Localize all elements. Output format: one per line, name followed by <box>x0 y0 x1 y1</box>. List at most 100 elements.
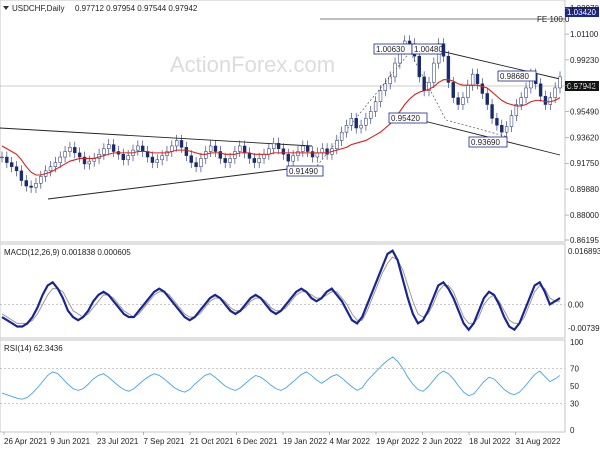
price-candle-body <box>509 115 514 127</box>
label-box-high-2 <box>411 43 443 55</box>
date-tick-label: 4 Mar 2022 <box>330 437 371 446</box>
price-candle-body <box>383 83 388 91</box>
price-candle-body <box>524 87 528 98</box>
watermark: ActionForex.com <box>170 52 335 77</box>
price-candle-body <box>150 156 155 163</box>
price-candle-body <box>315 152 320 158</box>
price-candle-body <box>262 154 266 159</box>
label-recent-high: 0.98680 <box>500 72 529 81</box>
triangle-upper-line <box>0 127 313 147</box>
price-box-upper-level-text: 1.03420 <box>567 8 596 17</box>
label-mid-low: 0.95420 <box>391 114 420 123</box>
price-candle-body <box>121 154 125 161</box>
price-candle-body <box>480 83 485 94</box>
label-box-channel-low <box>468 136 508 148</box>
date-tick-label: 2 Jun 2022 <box>423 437 463 446</box>
price-candle-body <box>208 145 213 152</box>
rsi-tick-label: 70 <box>570 364 579 373</box>
rsi-title: RSI(14) 62.3436 <box>4 344 63 353</box>
ohlc-readout: 0.97712 0.97954 0.97544 0.97942 <box>75 4 198 13</box>
price-candle-body <box>339 131 344 141</box>
channel-upper-line <box>431 48 561 80</box>
price-tick-label: 0.99230 <box>570 56 599 65</box>
rsi-series-layer <box>0 356 565 404</box>
price-box-last-text: 0.97942 <box>567 82 596 91</box>
price-candle-body <box>495 118 499 126</box>
label-channel-low: 0.93690 <box>471 138 500 147</box>
price-candle-body <box>504 126 509 133</box>
price-candle-body <box>111 144 116 152</box>
price-candle-body <box>73 147 77 154</box>
rsi-tick-label: 100 <box>570 338 584 347</box>
symbol-label: USDCHF,Daily <box>12 4 64 13</box>
price-candle-body <box>470 73 475 86</box>
moving-average-line <box>1 79 561 176</box>
price-candle-body <box>34 183 38 188</box>
price-candle-body <box>276 142 281 149</box>
price-candle-body <box>14 166 19 172</box>
price-candle-body <box>213 145 218 152</box>
price-candle-body <box>344 124 349 133</box>
price-candle-body <box>310 151 315 158</box>
price-candle-body <box>141 145 145 152</box>
price-candle-body <box>359 124 363 129</box>
price-candle-body <box>82 156 87 165</box>
date-tick-label: 26 Apr 2021 <box>4 437 48 446</box>
price-tick-label: 1.01100 <box>570 30 599 39</box>
date-tick-label: 7 Sep 2021 <box>144 437 185 446</box>
macd-line <box>1 249 561 332</box>
label-box-recent-high <box>497 70 537 82</box>
rsi-line <box>1 356 561 400</box>
price-candle-body <box>407 40 412 44</box>
macd-panel <box>0 243 566 339</box>
price-candle-body <box>373 101 378 112</box>
price-candle-body <box>427 82 431 91</box>
price-candle-body <box>257 158 261 163</box>
label-high-2: 1.00480 <box>414 45 443 54</box>
price-candle-body <box>281 148 286 155</box>
macd-tick-label: 0.016893 <box>568 247 600 256</box>
price-candle-body <box>58 156 62 163</box>
price-candle-body <box>446 55 451 83</box>
date-tick-label: 19 Apr 2022 <box>376 437 420 446</box>
date-tick-label: 31 Aug 2022 <box>516 437 561 446</box>
price-candle-body <box>53 162 58 167</box>
price-candle-body <box>388 76 392 85</box>
price-candle-body <box>291 155 295 162</box>
collapse-arrow-icon[interactable] <box>3 6 9 10</box>
price-candle-body <box>490 104 494 119</box>
rsi-tick-label: 0 <box>570 426 575 435</box>
date-tick-label: 21 Oct 2021 <box>190 437 234 446</box>
price-candle-body <box>393 62 397 78</box>
date-tick-label: 23 Jul 2021 <box>97 437 139 446</box>
date-tick-label: 19 Jan 2022 <box>283 437 328 446</box>
price-candle-body <box>242 145 247 154</box>
price-candle-body <box>378 90 383 103</box>
label-box-base-low <box>286 165 324 177</box>
price-candle-body <box>68 147 72 152</box>
price-candle-body <box>39 176 43 184</box>
price-candle-body <box>252 158 257 163</box>
price-candle-body <box>432 62 436 83</box>
macd-tick-label: 0.00 <box>568 300 584 309</box>
price-candle-body <box>320 148 324 154</box>
price-candle-body <box>199 158 203 167</box>
price-candle-body <box>19 170 24 181</box>
price-candle-body <box>87 160 92 165</box>
price-candle-body <box>174 140 179 147</box>
price-candle-body <box>543 95 548 105</box>
price-candle-body <box>485 93 489 105</box>
price-panel <box>0 0 566 243</box>
price-candle-body <box>354 118 358 129</box>
price-candle-body <box>335 140 339 149</box>
price-candle-body <box>233 151 237 159</box>
price-candle-body <box>179 140 184 148</box>
price-candle-body <box>466 84 470 98</box>
price-candle-body <box>296 151 300 156</box>
price-candle-body <box>107 144 111 149</box>
price-candle-body <box>417 55 421 78</box>
price-tick-label: 0.89880 <box>570 185 599 194</box>
price-box-last <box>565 81 599 91</box>
price-tick-label: 0.86195 <box>570 236 599 245</box>
